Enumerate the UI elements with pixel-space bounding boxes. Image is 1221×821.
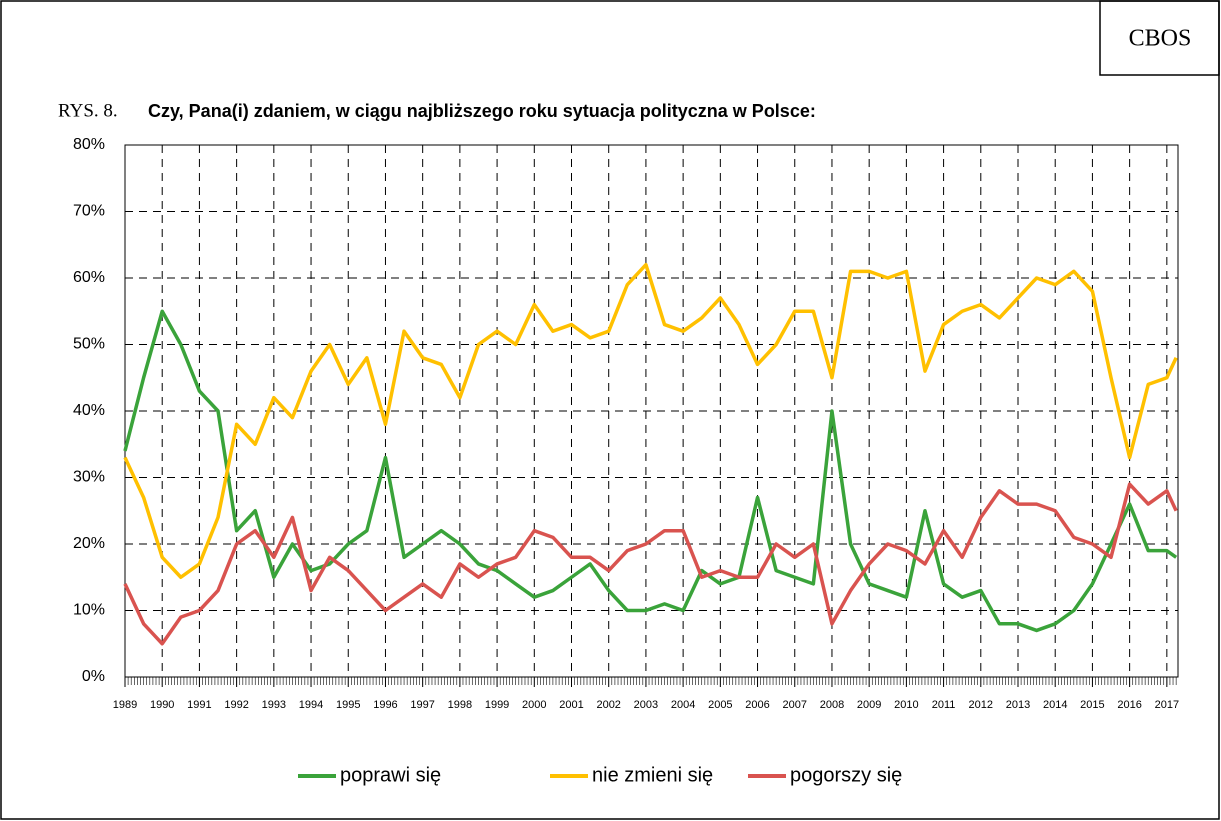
x-tick-label: 1993 (262, 699, 286, 711)
x-tick-label: 1991 (187, 699, 211, 711)
x-tick-label: 1989 (113, 699, 137, 711)
x-tick-label: 1990 (150, 699, 174, 711)
x-tick-label: 1998 (448, 699, 472, 711)
x-tick-label: 1996 (373, 699, 397, 711)
x-tick-label: 2013 (1006, 699, 1030, 711)
x-tick-label: 2017 (1155, 699, 1179, 711)
source: CBOS (1129, 26, 1192, 52)
x-tick-label: 2005 (708, 699, 732, 711)
legend-label: pogorszy się (790, 764, 902, 786)
series-line (123, 262, 1178, 579)
x-tick-label: 1992 (224, 699, 248, 711)
x-tick-label: 1999 (485, 699, 509, 711)
x-tick-label: 1995 (336, 699, 360, 711)
x-tick-label: 2006 (745, 699, 769, 711)
x-tick-label: 2004 (671, 699, 695, 711)
chart-title: Czy, Pana(i) zdaniem, w ciągu najbliższe… (148, 101, 816, 121)
x-tick-label: 2011 (932, 699, 956, 711)
y-tick-label: 40% (73, 402, 105, 419)
x-tick-label: 2000 (522, 699, 546, 711)
y-tick-label: 30% (73, 469, 105, 486)
x-tick-label: 2014 (1043, 699, 1067, 711)
y-tick-label: 80% (73, 136, 105, 153)
x-tick-label: 2003 (634, 699, 658, 711)
x-tick-label: 2007 (783, 699, 807, 711)
x-tick-label: 2010 (894, 699, 918, 711)
x-tick-label: 2008 (820, 699, 844, 711)
x-tick-label: 2015 (1080, 699, 1104, 711)
y-tick-label: 0% (82, 668, 105, 685)
x-tick-label: 1994 (299, 699, 323, 711)
y-tick-label: 20% (73, 535, 105, 552)
x-tick-label: 2016 (1117, 699, 1141, 711)
y-tick-label: 50% (73, 336, 105, 353)
x-tick-label: 2012 (969, 699, 993, 711)
x-tick-label: 1997 (410, 699, 434, 711)
figure-label: RYS. 8. (58, 100, 118, 121)
y-tick-label: 10% (73, 602, 105, 619)
x-tick-label: 2009 (857, 699, 881, 711)
x-tick-label: 2001 (559, 699, 583, 711)
y-tick-label: 60% (73, 269, 105, 286)
legend-label: nie zmieni się (592, 764, 713, 786)
series-line (123, 482, 1178, 646)
legend-label: poprawi się (340, 764, 441, 786)
source-box (1099, 0, 1220, 76)
x-tick-label: 2002 (596, 699, 620, 711)
y-tick-label: 70% (73, 203, 105, 220)
